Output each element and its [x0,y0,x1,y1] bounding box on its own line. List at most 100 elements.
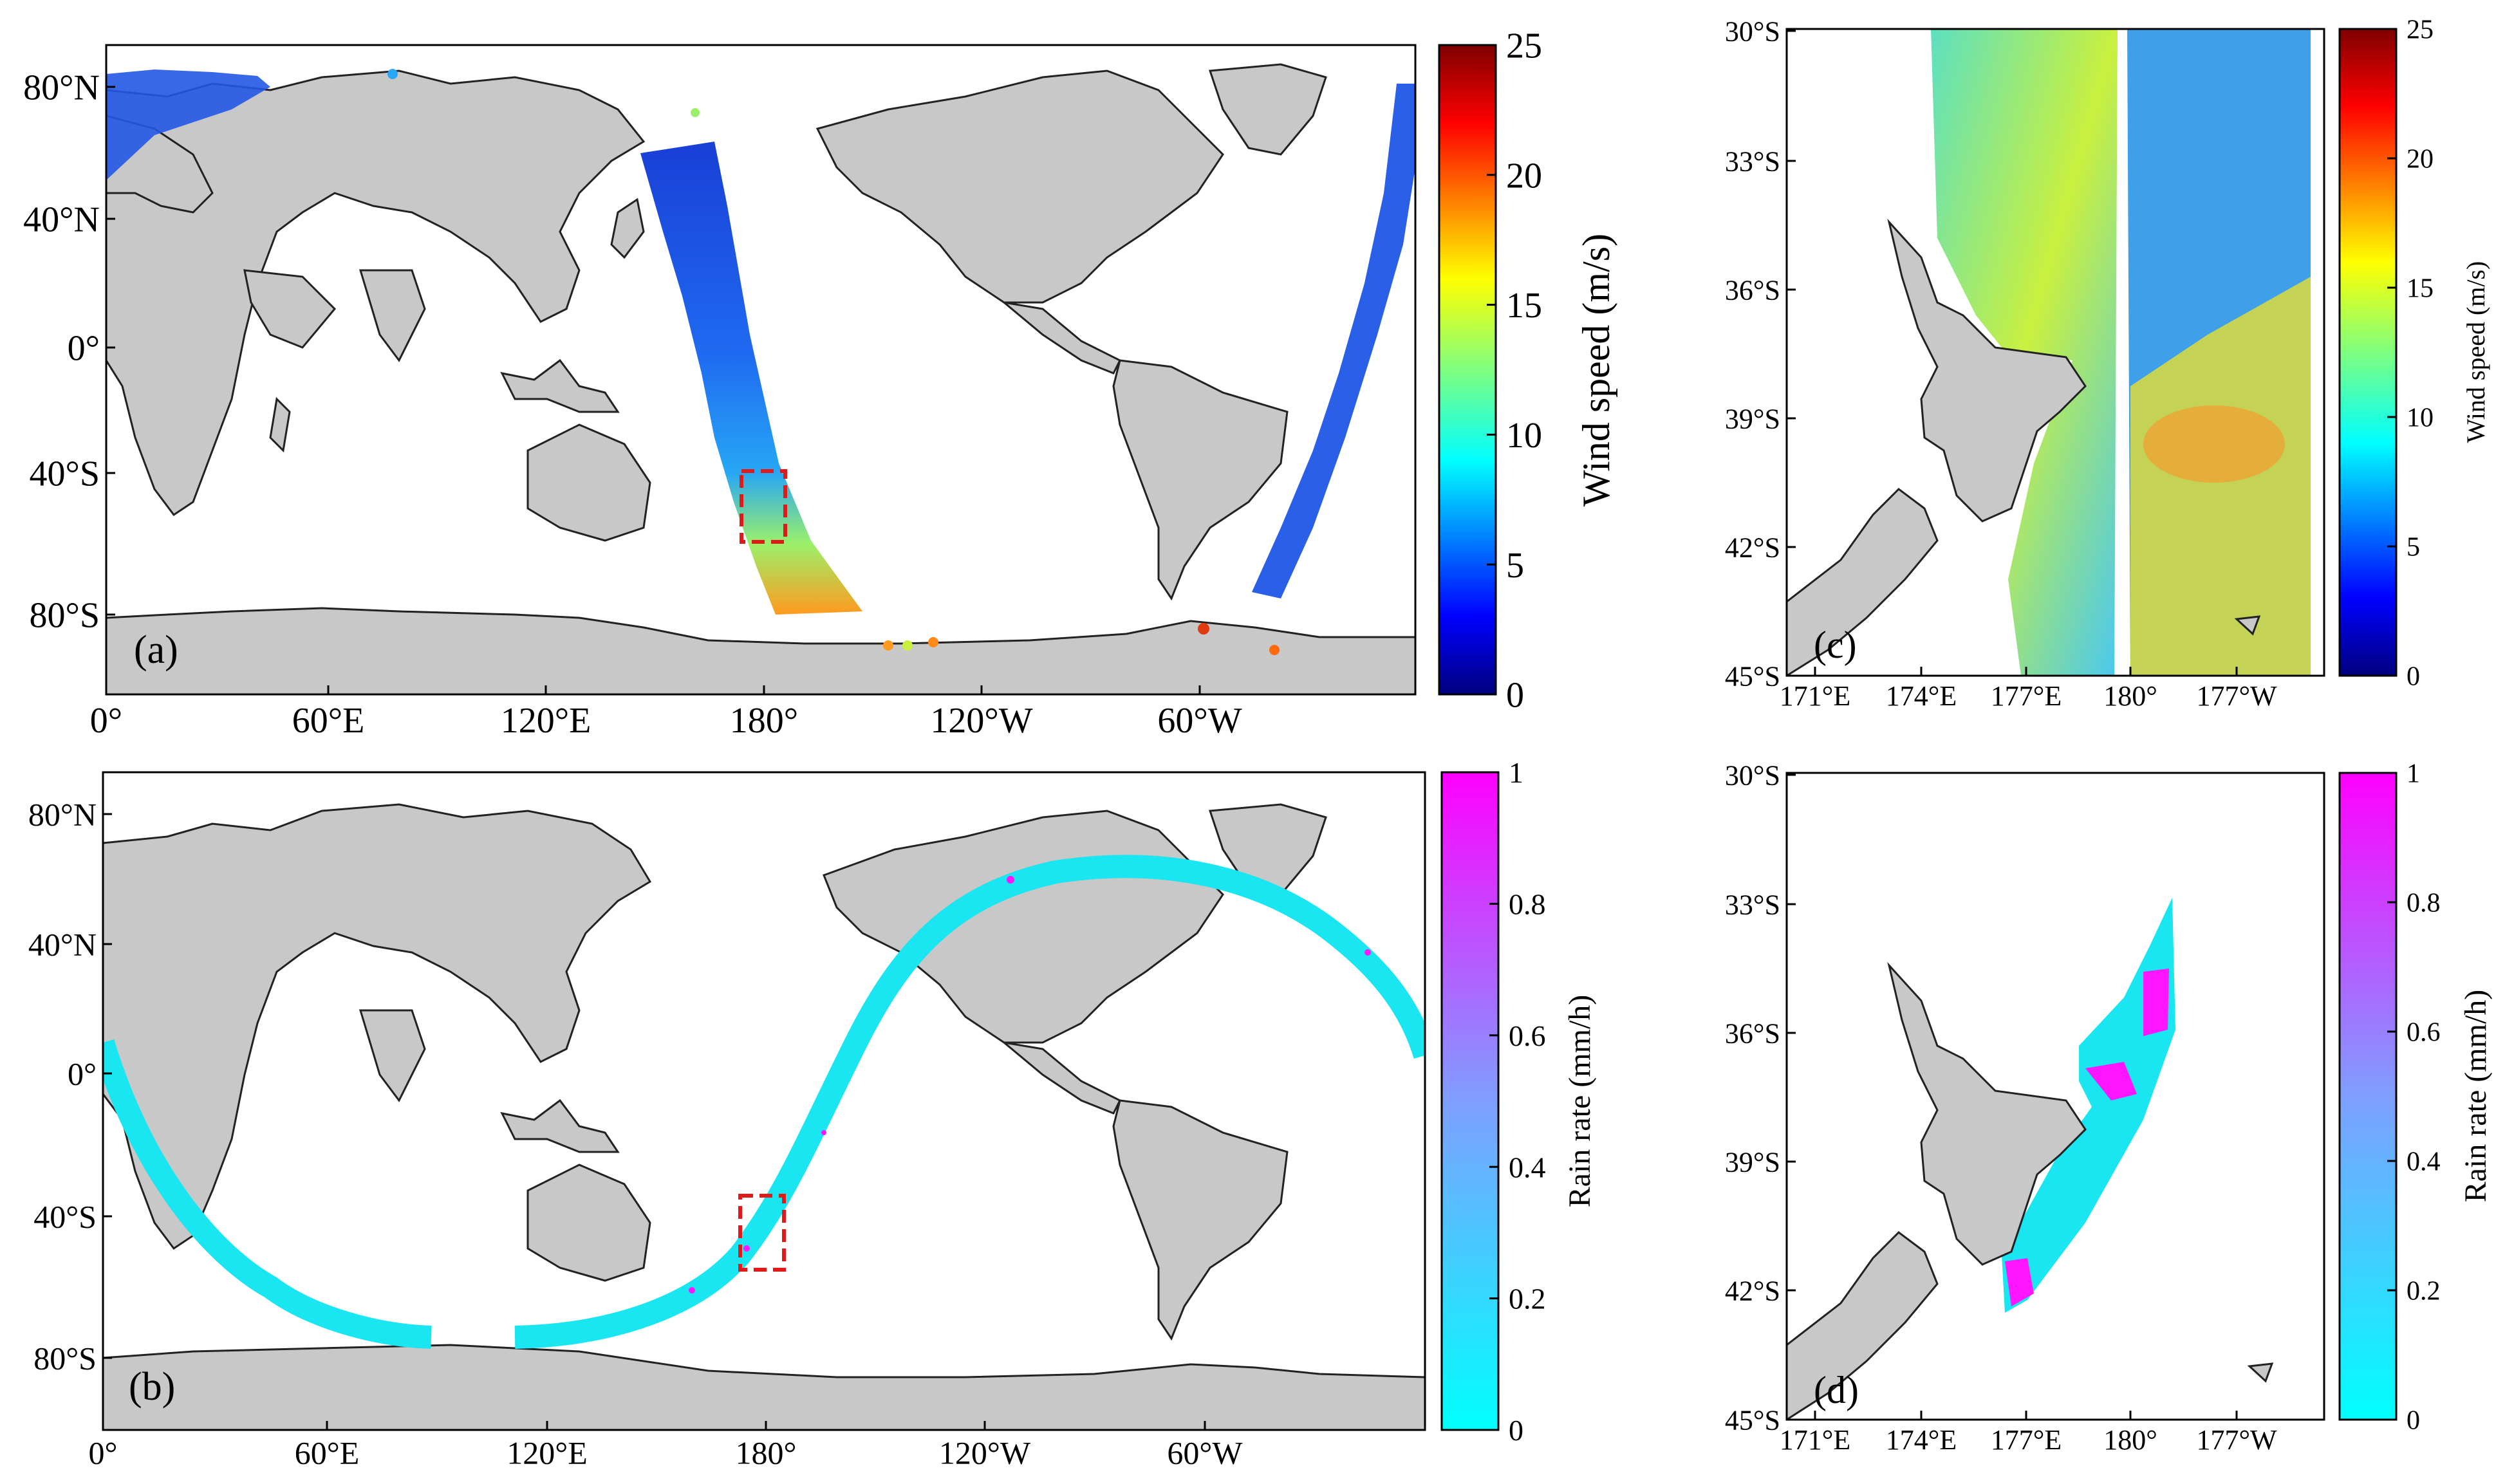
colorbar-d-label: Rain rate (mm/h) [2459,990,2493,1203]
x-tick-label: 171°E [1780,680,1850,712]
colorbar-c-ticks: 0 5 10 15 20 25 [2387,15,2434,692]
wind-max-region [2143,405,2285,483]
landmass-nz-south-d [1787,1231,1939,1420]
x-tick-label: 180° [730,701,798,741]
rain-high-spots [689,876,1371,1294]
panel-c-map [1787,29,2311,676]
landmass-nz-south [1787,488,1939,676]
panel-a-ticks: 80°N 40°N 0° 40°S 80°S 0° 60°E 120°E 180° 120°W 60… [23,68,1242,741]
colorbar-tick-label: 20 [1506,156,1542,196]
colorbar-tick-label: 20 [2407,145,2434,174]
x-tick-label: 180° [2103,1424,2157,1456]
colorbar-tick-label: 0.2 [2407,1277,2441,1306]
landmass-japan [610,198,645,259]
small-island-c [2234,615,2261,636]
panel-b-ticks: 80°N 40°N 0° 40°S 80°S 0° 60°E 120°E 180° 120°W 60… [28,797,1243,1471]
landmass-nz-north-d [1887,961,2087,1266]
landmass-south-america [1112,359,1289,601]
y-tick-label: 33°S [1725,145,1780,177]
wind-swath-pacific [640,142,862,615]
colorbar-c-label: Wind speed (m/s) [2461,261,2490,443]
landmass-africa-eurasia-b [103,803,652,1250]
y-tick-label: 40°S [29,454,100,494]
x-tick-label: 0° [89,1435,118,1471]
small-island-d [2247,1362,2274,1383]
x-tick-label: 60°W [1167,1435,1243,1471]
y-tick-label: 80°N [28,797,97,833]
x-tick-label: 120°W [939,1435,1031,1471]
colorbar-tick-label: 0.4 [1509,1151,1546,1183]
landmass-india-b [359,1009,426,1102]
panel-b-frame [102,771,1426,1431]
x-tick-label: 120°E [507,1435,588,1471]
x-tick-label: 180° [736,1435,797,1471]
highlight-box-nz-b [738,1194,786,1272]
panel-a: 80°N 40°N 0° 40°S 80°S 0° 60°E 120°E 180° 120°W 60… [23,26,1617,741]
x-tick-label: 177°E [1991,1424,2062,1456]
colorbar-b-label: Rain rate (mm/h) [1563,995,1597,1208]
wind-swath-arctic [106,70,270,180]
x-tick-label: 120°W [930,701,1032,741]
rain-track [103,1039,432,1349]
rain-patch-d [2002,898,2175,1313]
y-tick-label: 45°S [1725,1404,1780,1436]
colorbar-tick-label: 0.8 [2407,889,2441,918]
x-tick-label: 0° [90,701,122,741]
y-tick-label: 39°S [1725,403,1780,434]
y-tick-label: 33°S [1725,889,1780,920]
colorbar-tick-label: 10 [2407,403,2434,433]
panel-b-map [103,803,1425,1430]
y-tick-label: 39°S [1725,1146,1780,1178]
colorbar-tick-label: 1 [1509,756,1523,789]
x-tick-label: 174°E [1886,680,1957,712]
panel-a-map [106,63,1415,694]
colorbar-c [2338,28,2398,677]
y-tick-label: 40°N [23,200,100,240]
highlight-box-nz [740,469,787,544]
x-tick-label: 120°E [501,701,591,741]
x-tick-label: 60°W [1157,701,1242,741]
colorbar-a [1438,44,1497,696]
panel-a-frame [105,44,1417,696]
y-tick-label: 45°S [1725,660,1780,692]
colorbar-tick-label: 0.6 [1509,1019,1546,1052]
wind-outlier-points [387,69,1280,655]
colorbar-a-label: Wind speed (m/s) [1575,234,1617,506]
panel-c-frame [1785,28,2325,677]
landmass-madagascar [269,396,291,453]
y-tick-label: 42°S [1725,1275,1780,1306]
colorbar-tick-label: 0.8 [1509,888,1546,921]
panel-d-frame [1785,772,2325,1421]
x-tick-label: 60°E [292,701,365,741]
colorbar-tick-label: 5 [2407,533,2420,562]
landmass-greenland [1208,63,1327,156]
x-tick-label: 174°E [1886,1424,1957,1456]
colorbar-tick-label: 1 [2407,759,2420,789]
y-tick-label: 42°S [1725,532,1780,563]
colorbar-tick-label: 0.6 [2407,1018,2441,1048]
panel-b: 80°N 40°N 0° 40°S 80°S 0° 60°E 120°E 180° 120°W 60… [28,756,1597,1470]
colorbar-tick-label: 15 [1506,286,1542,326]
rain-high-spots-d [2005,969,2169,1306]
colorbar-tick-label: 0 [2407,1406,2420,1436]
wind-swath-atlantic [1252,84,1415,598]
y-tick-label: 0° [68,329,100,369]
colorbar-tick-label: 0 [1506,676,1524,716]
y-tick-label: 80°S [33,1340,97,1377]
landmass-nz-north [1887,218,2087,523]
colorbar-b-ticks: 0 0.2 0.4 0.6 0.8 1 [1489,756,1546,1447]
panel-d-letter: (d) [1814,1369,1859,1411]
y-tick-label: 36°S [1725,274,1780,306]
landmass-india [359,269,426,362]
x-tick-label: 177°W [2196,1424,2277,1456]
y-tick-label: 80°N [23,68,100,108]
landmass-africa-eurasia [106,70,646,517]
y-tick-label: 30°S [1725,759,1780,791]
colorbar-tick-label: 0 [1509,1414,1523,1447]
landmass-australia-b [526,1164,651,1282]
landmass-antarctica-b [103,1344,1425,1430]
